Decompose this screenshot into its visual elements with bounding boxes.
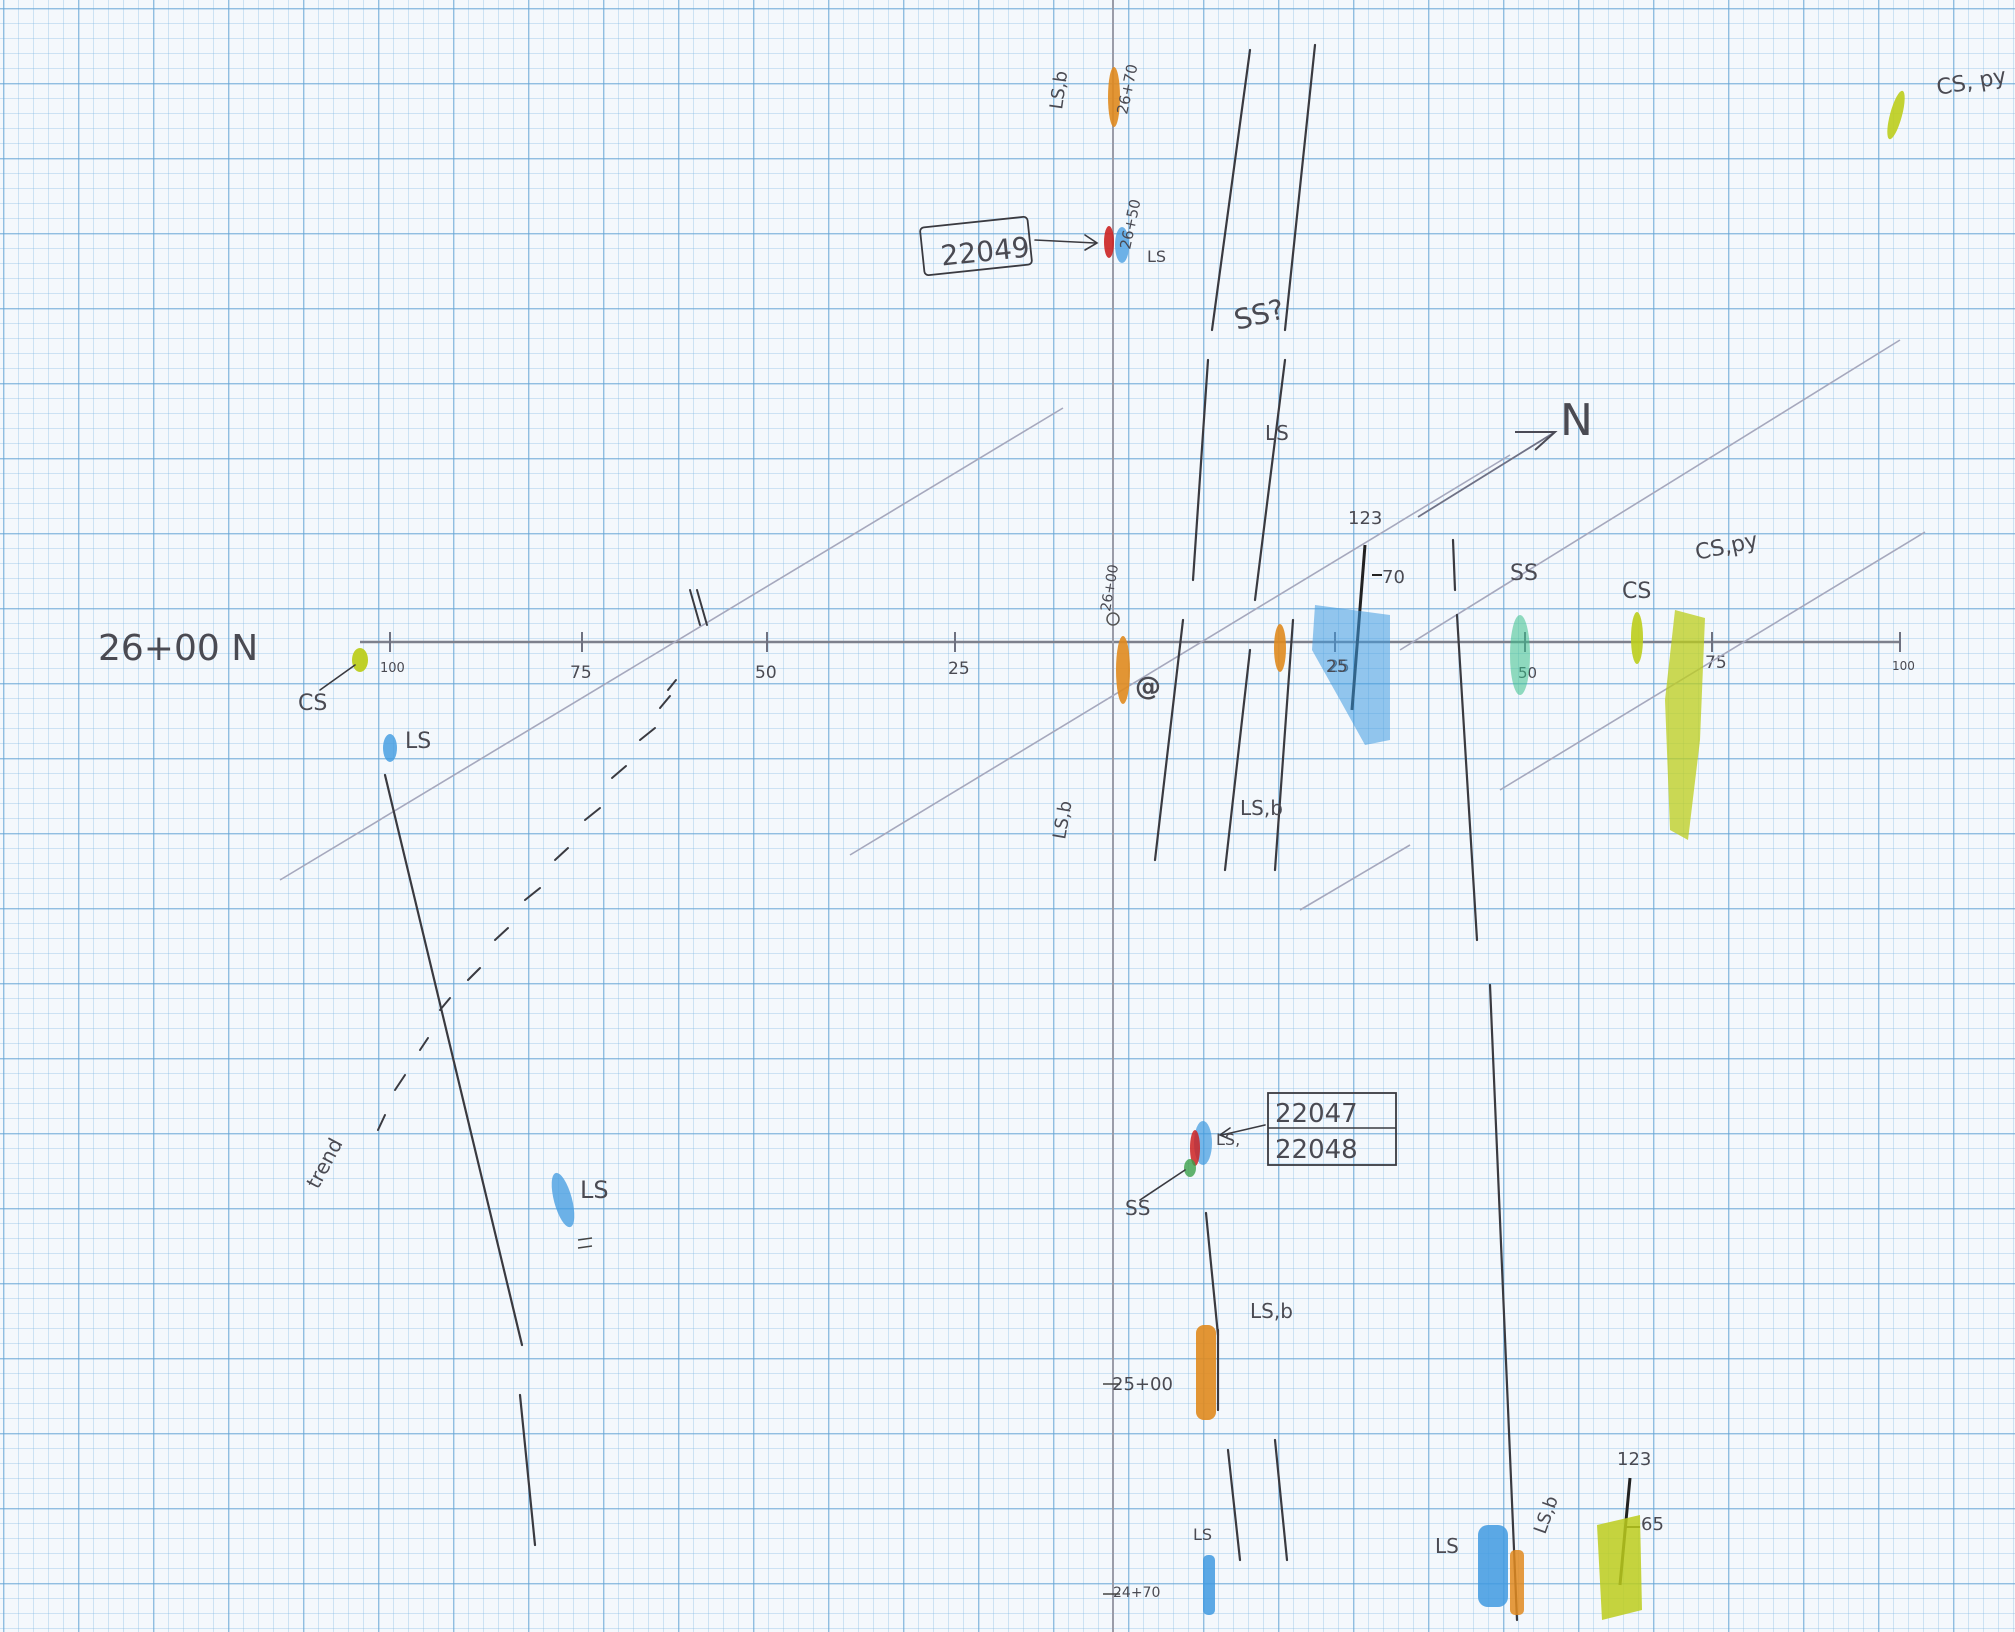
trend-dashes [377,589,708,1131]
section-title: 26+00 N [98,628,258,669]
label-cs-left: CS [298,691,327,716]
label-ls-left: LS [405,729,431,754]
label-ss-mid: SS [1510,561,1538,586]
label-ls-b-2500: LS,b [1250,1299,1293,1323]
dip-value-lower: 65 [1641,1514,1664,1535]
tick-label-w100: 100 [380,661,405,676]
glyph-q-mark: @ [1135,672,1161,702]
tick-label-w25: 25 [948,659,970,679]
tick-label-w50: 50 [755,663,777,683]
blue-patch-2470 [1203,1555,1215,1615]
label-cs-py-top: CS, py [1935,64,2009,101]
sample-box-22047-22048: 22047 22048 [1267,1092,1397,1166]
yellow-patch-cs-py-top [1887,90,1905,140]
lithology-patches [352,67,1905,1620]
label-ls-b-center: LS,b [1240,796,1283,820]
label-ls-b-left: LS,b [1049,799,1076,841]
green-patch-mid [1510,615,1530,695]
sample-leaders [319,234,1266,1201]
north-arrow: N [1417,395,1593,518]
label-ls-2470: LS [1193,1525,1212,1544]
blue-patch-2650 [1115,227,1129,263]
green-patch-22048 [1184,1159,1196,1177]
blue-patch-bottom [1478,1525,1508,1607]
label-ls-lower-left: LS [580,1176,609,1204]
label-ss-22047: SS [1125,1196,1150,1220]
dip-value-upper: 70 [1382,567,1405,588]
orange-patch-2670 [1108,67,1120,127]
station-2650: 26+50 [1116,197,1144,250]
label-ls-2650: LS [1147,247,1166,266]
north-arrow-label: N [1560,395,1593,446]
tick-label-e75: 75 [1705,653,1727,673]
yellow-patch-cs-mid [1631,612,1643,664]
tick-label-w75: 75 [570,663,592,683]
label-cs-py: CS,py [1693,528,1760,566]
tick-label-e100: 100 [1892,659,1915,673]
yellow-patch-cs-left [352,648,368,672]
trend-label: trend [301,1134,347,1192]
station-2670: 26+70 [1113,62,1141,115]
station-2470: 24+70 [1113,1585,1160,1601]
blue-patch-ls-left [383,734,397,762]
yellow-patch-bottom [1597,1515,1642,1620]
strike-value-lower: 123 [1617,1449,1651,1470]
label-ls-b-bottom: LS,b [1530,1493,1563,1536]
label-ls-22047: LS, [1216,1130,1240,1149]
blue-patch-center [1312,605,1390,745]
label-ls-bottom: LS [1435,1534,1459,1558]
contact-lines [383,43,1519,1622]
sample-box-22049: 22049 [919,215,1033,277]
origin-marker [1106,612,1120,626]
sample-id-22048: 22048 [1275,1135,1358,1165]
orange-patch-center [1274,624,1286,672]
label-marker-25: 25 [1326,657,1348,677]
red-patch-22047 [1190,1130,1200,1166]
orange-patch-origin [1116,636,1130,704]
label-cs-mid: CS [1622,579,1651,604]
hash-mark-lower-left [577,1237,593,1241]
label-ls-b-2670: LS,b [1046,70,1072,111]
station-2500: 25+00 [1112,1374,1173,1395]
blue-patch-ls-lower-left [551,1172,575,1228]
orange-patch-2500 [1196,1325,1216,1420]
orange-patch-bottom [1510,1550,1524,1615]
red-patch-2650 [1104,226,1114,258]
label-ss-question: SS? [1231,293,1288,337]
sample-id-22047: 22047 [1275,1099,1358,1129]
hash-mark-lower-left-2 [577,1245,593,1249]
label-ls-faint: LS [1265,421,1289,445]
strike-value-upper: 123 [1348,508,1382,529]
yellow-patch-cs-py [1665,610,1705,840]
origin-station-label: 26+00 [1098,563,1122,612]
